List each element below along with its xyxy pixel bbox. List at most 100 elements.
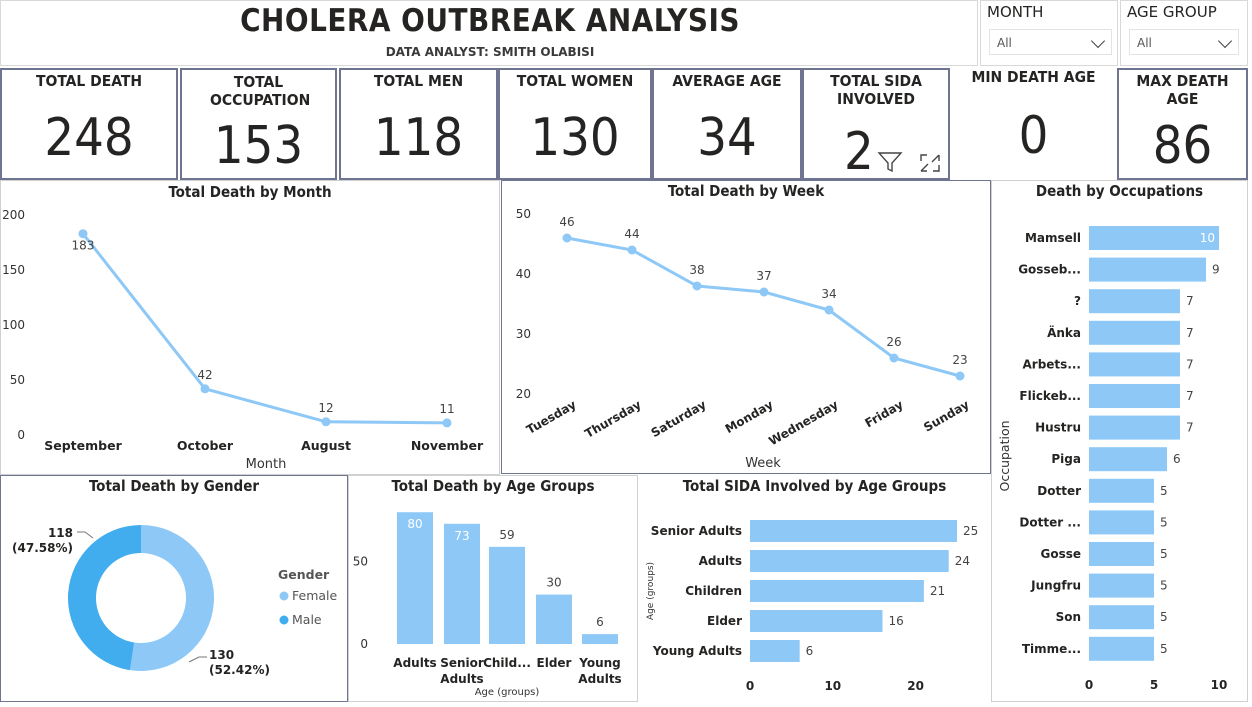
sida-chart-panel[interactable]: Total SIDA Involved by Age Groups Senior… [638,475,991,702]
chevron-down-icon [1217,33,1233,49]
card-value: 34 [697,108,757,168]
y-tick-label: 40 [516,267,531,281]
card-label: TOTAL MEN [373,72,464,90]
filter-icon[interactable] [877,150,903,174]
data-label: 118 [48,526,73,540]
x-axis-title: Month [246,457,287,472]
data-label: 5 [1160,515,1168,529]
data-label: 5 [1160,484,1168,498]
x-tick-label: 5 [1150,678,1158,692]
legend-marker [279,615,289,625]
card-total-men[interactable]: TOTAL MEN 118 [339,68,498,180]
bar [1089,605,1154,630]
age-group-dropdown[interactable]: All [1129,29,1239,55]
y-tick-label: Flickeb... [1019,389,1081,403]
y-tick-label: 150 [2,263,25,277]
data-label: 6 [596,615,604,629]
x-tick-label: Adults [440,672,483,686]
card-value: 130 [530,108,620,168]
month-chart-panel[interactable]: Total Death by Month 0 50 100 150 200 183 42 12… [0,180,500,475]
data-label: 7 [1186,294,1194,308]
data-label: 11 [439,402,454,416]
week-chart-title: Total Death by Week [667,182,825,200]
data-label: 37 [756,269,771,283]
y-tick-label: 50 [516,207,531,221]
week-chart-panel[interactable]: Total Death by Week 20 30 40 50 46 44 38 37 34 26… [501,180,991,474]
data-point [562,233,572,243]
y-tick-label: 30 [516,327,531,341]
bar [1089,352,1180,377]
bar [489,546,525,644]
occupation-chart-title: Death by Occupations [1035,182,1204,200]
x-tick-label: September [44,438,122,453]
month-dropdown[interactable]: All [989,29,1112,55]
bar [750,520,957,542]
sida-chart-title: Total SIDA Involved by Age Groups [682,477,947,495]
card-label: MAX DEATH AGE [1136,72,1229,108]
x-tick-label: Tuesday [524,397,579,437]
x-tick-label: October [177,438,234,453]
x-tick-label: Saturday [649,397,709,440]
card-label: TOTAL OCCUPATION [210,73,311,109]
x-axis-title: Age (groups) [475,687,540,698]
card-total-occupation[interactable]: TOTAL OCCUPATION 153 [180,68,337,180]
data-label: 12 [318,401,333,415]
data-label: 80 [407,517,422,531]
legend-marker [279,591,289,601]
y-tick-label: Hustru [1035,421,1081,435]
bar [750,580,924,602]
x-tick-label: Child... [483,656,531,670]
gender-donut-chart: 130(52.42%) 118(47.58%) Gender Female Male [12,525,338,677]
data-point [200,384,210,394]
x-tick-label: Wednesday [766,397,840,448]
y-tick-label: Jungfru [1030,579,1081,593]
y-tick-label: Mamsell [1025,231,1081,245]
occupation-bar-chart: Mamsell 10 Gosseb... 9? 7 Änka 7 Arbets... 7 Flic… [997,226,1227,692]
data-label: 16 [888,614,903,628]
bar [750,550,949,572]
y-tick-label: Gosseb... [1018,263,1081,277]
bar [1089,510,1154,535]
card-total-women[interactable]: TOTAL WOMEN 130 [498,68,652,180]
data-point [759,287,769,297]
card-value: 2 [844,122,874,180]
card-total-sida[interactable]: TOTAL SIDA INVOLVED 2 [802,68,950,180]
data-label: 25 [963,524,978,538]
y-tick-label: Dotter [1037,484,1081,498]
card-max-death-age[interactable]: MAX DEATH AGE 86 [1117,68,1248,180]
bar [444,523,480,644]
x-tick-label: Thursday [582,397,643,440]
x-tick-label: Sunday [921,397,971,434]
data-label: 23 [952,353,967,367]
occupation-chart-panel[interactable]: Death by Occupations Mamsell 10 Gosseb... 9… [991,180,1248,702]
data-label: 21 [930,584,945,598]
y-tick-label: Änka [1047,325,1081,340]
bar [750,610,883,632]
y-tick-label: 100 [2,318,25,332]
age-groups-chart-panel[interactable]: Total Death by Age Groups 0 50 80 73 59 30 6 Ad… [348,475,638,702]
bar [536,594,572,644]
card-label: AVERAGE AGE [672,72,782,90]
gender-chart-panel[interactable]: Total Death by Gender 130 (52.42%) 118 (47.… [0,475,348,702]
card-label: TOTAL DEATH [35,72,143,90]
data-label: 46 [559,215,574,229]
bar [1089,542,1154,566]
data-label: 34 [821,287,836,301]
card-average-age[interactable]: AVERAGE AGE 34 [652,68,802,180]
x-tick-label: Elder [537,656,572,670]
card-total-death[interactable]: TOTAL DEATH 248 [0,68,178,180]
data-label: 7 [1186,326,1194,340]
card-value: 153 [213,116,304,176]
x-tick-label: 0 [1085,678,1093,692]
y-axis-title: Age (groups) [646,562,656,620]
x-axis-title: Week [745,456,781,471]
donut-slice-male [68,525,141,671]
age-group-dropdown-value: All [1137,36,1152,50]
data-point [692,281,702,291]
month-dropdown-value: All [997,36,1012,50]
y-tick-label: 0 [360,637,368,651]
x-tick-label: 10 [824,679,841,693]
card-min-death-age[interactable]: MIN DEATH AGE 0 [950,66,1117,180]
bar [1089,320,1180,345]
focus-mode-icon[interactable] [919,153,941,173]
